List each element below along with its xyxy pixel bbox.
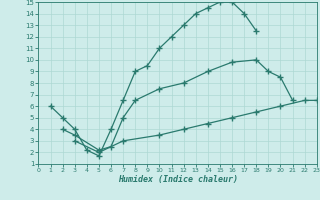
X-axis label: Humidex (Indice chaleur): Humidex (Indice chaleur): [118, 175, 238, 184]
